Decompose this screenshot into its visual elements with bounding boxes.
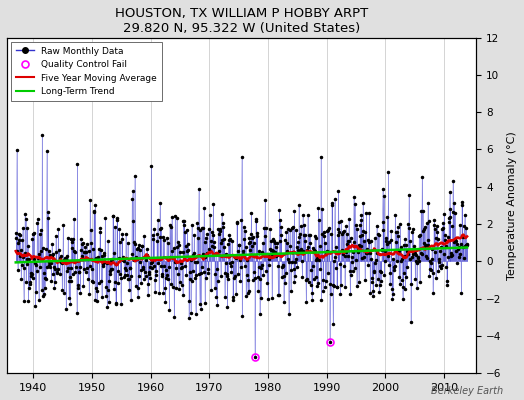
- Y-axis label: Temperature Anomaly (°C): Temperature Anomaly (°C): [507, 131, 517, 280]
- Title: HOUSTON, TX WILLIAM P HOBBY ARPT
29.820 N, 95.322 W (United States): HOUSTON, TX WILLIAM P HOBBY ARPT 29.820 …: [115, 7, 368, 35]
- Legend: Raw Monthly Data, Quality Control Fail, Five Year Moving Average, Long-Term Tren: Raw Monthly Data, Quality Control Fail, …: [12, 42, 161, 100]
- Text: Berkeley Earth: Berkeley Earth: [431, 386, 503, 396]
